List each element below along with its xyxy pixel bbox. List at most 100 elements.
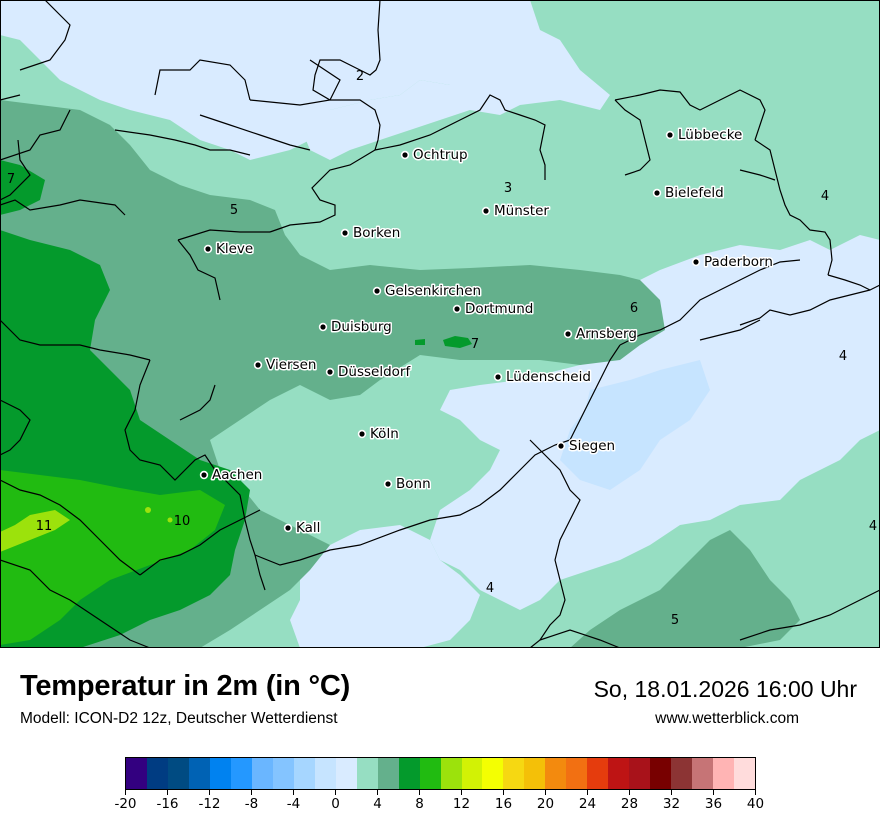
colorbar-tick-mark [251,790,252,795]
colorbar-tick-mark [755,790,756,795]
city-label: Duisburg [331,319,392,335]
colorbar-tick-mark [629,790,630,795]
colorbar-segment [713,758,735,789]
map-region-0-2-south [290,525,480,648]
city-dot-icon [285,525,291,531]
city-dot-icon [320,324,326,330]
city-dot-icon [667,132,673,138]
colorbar-segment [440,758,462,789]
colorbar-segment [734,758,756,789]
map-region-10-12-spot [145,507,151,513]
city-marker: Bonn [383,475,432,494]
colorbar-segment [545,758,567,789]
city-dot-icon [402,152,408,158]
colorbar-segment [650,758,672,789]
city-label: Düsseldorf [338,364,411,380]
colorbar-segment [419,758,441,789]
city-marker: Düsseldorf [325,363,413,382]
contour-label: 5 [671,613,679,628]
map-region-4-6-southeast [570,530,800,648]
contour-label: 10 [174,514,191,529]
city-label: Dortmund [465,301,533,317]
colorbar-segment [671,758,693,789]
colorbar-tick-label: -20 [114,796,137,812]
city-marker: Kall [283,519,322,538]
contour-label: 7 [471,337,479,352]
city-dot-icon [495,374,501,380]
model-source: Modell: ICON-D2 12z, Deutscher Wetterdie… [20,710,338,727]
colorbar-segment [188,758,210,789]
map-region-10-12 [0,510,70,552]
city-dot-icon [454,306,460,312]
city-dot-icon [374,288,380,294]
city-dot-icon [205,246,211,252]
colorbar-tick-mark [125,790,126,795]
city-dot-icon [359,431,365,437]
city-label: Siegen [569,438,615,454]
city-label: Lüdenscheid [506,369,591,385]
colorbar-tick-label: 28 [620,796,639,812]
colorbar-segment [167,758,189,789]
map-region-6-8-ruhr-2 [415,339,425,345]
city-label: Lübbecke [678,127,742,143]
colorbar-tick-mark [377,790,378,795]
colorbar-tick-mark [503,790,504,795]
map-region-10-12-spot [167,517,173,523]
city-dot-icon [693,259,699,265]
colorbar-segment [146,758,168,789]
colorbar-tick-mark [419,790,420,795]
city-marker: Borken [340,224,402,243]
colorbar-segment [524,758,546,789]
city-marker: Viersen [253,356,318,375]
colorbar-segment [272,758,294,789]
colorbar-tick-label: 36 [704,796,723,812]
colorbar-tick-mark [335,790,336,795]
city-marker: Kleve [203,240,255,259]
city-marker: Bielefeld [652,184,725,203]
colorbar-tick-label: -8 [244,796,259,812]
contour-label: 6 [630,301,638,316]
city-dot-icon [654,190,660,196]
map-region-6-8-ruhr [443,336,472,348]
colorbar-tick-mark [545,790,546,795]
colorbar-tick-label: 4 [373,796,382,812]
colorbar-tick-label: 24 [578,796,597,812]
city-marker: Münster [481,202,551,221]
contour-label: 11 [36,519,53,534]
colorbar-segment [608,758,630,789]
contour-label: 4 [869,519,877,534]
colorbar-segment [209,758,231,789]
colorbar-tick-label: 8 [415,796,424,812]
city-label: Gelsenkirchen [385,283,481,299]
website-link[interactable]: www.wetterblick.com [655,710,799,727]
colorbar-segment [629,758,651,789]
city-marker: Siegen [556,437,617,456]
colorbar-segment [692,758,714,789]
city-marker: Dortmund [452,300,535,319]
city-label: Arnsberg [576,326,637,342]
city-dot-icon [558,443,564,449]
city-marker: Gelsenkirchen [372,282,483,301]
city-label: Kall [296,520,320,536]
city-label: Borken [353,225,400,241]
city-label: Köln [370,426,399,442]
colorbar-segment [251,758,273,789]
city-marker: Ochtrup [400,146,469,165]
colorbar-segment [503,758,525,789]
city-dot-icon [342,230,348,236]
colorbar-segment [314,758,336,789]
city-label: Aachen [212,467,262,483]
city-markers: Ochtrup Lübbecke Bielefeld Münster Borken Kle… [199,126,774,538]
contour-label: 4 [839,349,847,364]
city-marker: Arnsberg [563,325,638,344]
colorbar-tick-label: 12 [452,796,471,812]
colorbar-tick-label: 0 [331,796,340,812]
colorbar-tick-label: 20 [536,796,555,812]
city-marker: Aachen [199,466,264,485]
colorbar-segment [398,758,420,789]
colorbar-ticks: -20 -16 -12 -8 -4 0 4 8 12 16 20 24 28 32 36 40 [114,790,764,820]
colorbar-segment [587,758,609,789]
colorbar-tick-label: 16 [494,796,513,812]
colorbar-tick-label: -4 [286,796,301,812]
colorbar-tick-label: 40 [746,796,765,812]
